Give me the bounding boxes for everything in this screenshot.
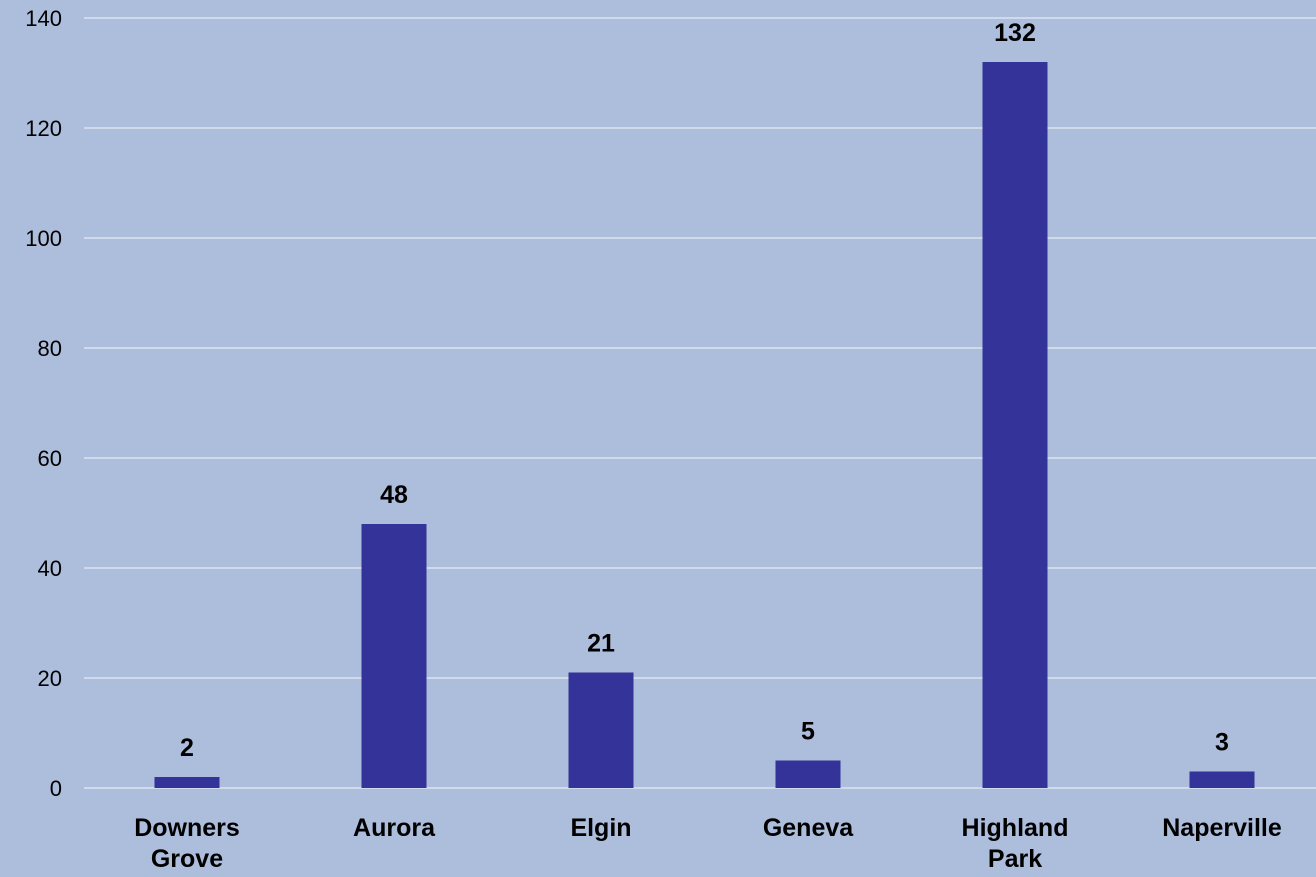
data-labels: 2 48 21 5 132 3 (180, 19, 1229, 762)
category-label-0: Downers Grove (134, 814, 240, 873)
category-label-2: Elgin (570, 814, 631, 842)
bar-1 (361, 524, 427, 788)
data-label-2: 21 (587, 630, 615, 658)
bar-4 (982, 62, 1048, 788)
category-label-line: Geneva (763, 814, 854, 842)
category-label-line: Grove (151, 845, 223, 873)
bar-0 (154, 777, 220, 788)
y-tick-label: 20 (38, 666, 62, 691)
bar-5 (1189, 771, 1255, 788)
y-tick-label: 140 (25, 6, 62, 31)
category-label-line: Downers (134, 814, 240, 842)
gridlines (84, 17, 1316, 789)
y-tick-label: 40 (38, 556, 62, 581)
y-axis-ticks: 0 20 40 60 80 100 120 140 (25, 6, 62, 801)
category-label-5: Naperville (1162, 814, 1282, 842)
y-tick-label: 80 (38, 336, 62, 361)
y-tick-label: 120 (25, 116, 62, 141)
category-labels: Downers Grove Aurora Elgin Geneva Highland Par… (134, 814, 1282, 873)
category-label-line: Highland (962, 814, 1069, 842)
data-label-1: 48 (380, 481, 408, 509)
data-label-4: 132 (994, 19, 1036, 47)
category-label-line: Elgin (570, 814, 631, 842)
category-label-line: Aurora (353, 814, 436, 842)
data-label-0: 2 (180, 734, 194, 762)
category-label-1: Aurora (353, 814, 436, 842)
data-label-3: 5 (801, 718, 815, 746)
y-tick-label: 60 (38, 446, 62, 471)
category-label-line: Naperville (1162, 814, 1282, 842)
category-label-line: Park (988, 845, 1042, 873)
bar-2 (568, 672, 634, 788)
category-label-4: Highland Park (962, 814, 1069, 873)
data-label-5: 3 (1215, 729, 1229, 757)
bars (154, 62, 1255, 788)
y-tick-label: 100 (25, 226, 62, 251)
bar-3 (775, 760, 841, 788)
y-tick-label: 0 (50, 776, 62, 801)
category-label-3: Geneva (763, 814, 854, 842)
